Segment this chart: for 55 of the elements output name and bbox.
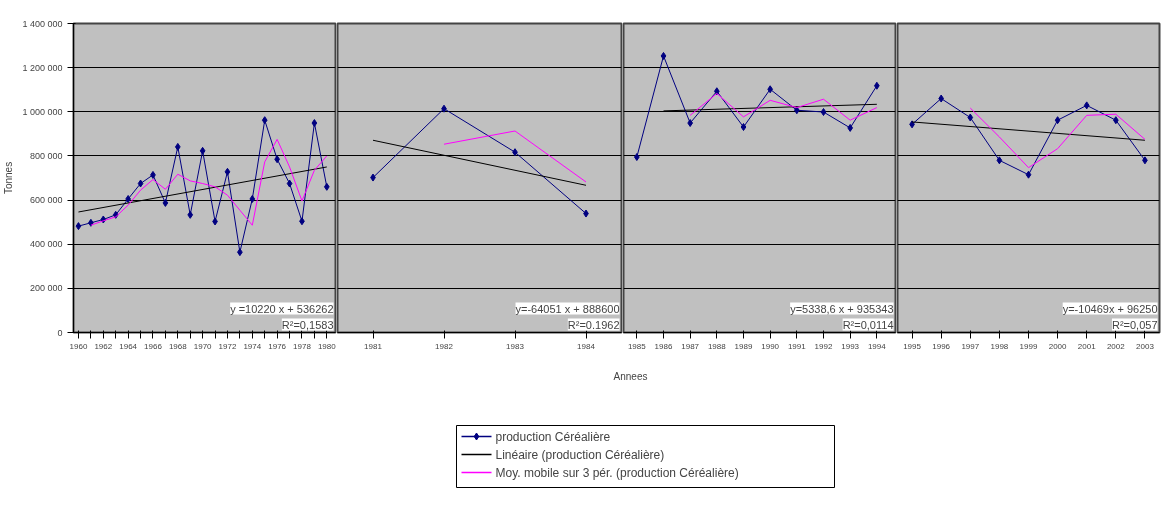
x-tick-label: 1960 <box>69 341 88 351</box>
x-tick-label: 1982 <box>435 341 454 351</box>
y-tick-label: 1 200 000 <box>22 62 63 73</box>
x-tick-label: 1984 <box>577 341 596 351</box>
x-tick-label: 2000 <box>1048 341 1068 351</box>
y-tick-label: 0 <box>57 327 63 338</box>
x-tick-label: 1972 <box>218 341 237 351</box>
y-tick-label: 200 000 <box>29 283 63 294</box>
x-tick-label: 1998 <box>990 341 1009 351</box>
x-tick-label: 1964 <box>119 341 138 351</box>
x-tick-label: 1999 <box>1019 341 1038 351</box>
x-tick-label: 1991 <box>787 341 807 351</box>
x-tick-label: 1985 <box>627 341 647 351</box>
annotation: R²=0.1962 <box>567 318 620 331</box>
annotation: R²=0,057 <box>1111 318 1158 331</box>
x-tick-label: 2003 <box>1136 341 1155 351</box>
annotation: y=5338,6 x + 935343 <box>790 302 894 315</box>
x-tick-label: 1997 <box>961 341 980 351</box>
x-tick-label: 1995 <box>903 341 922 351</box>
legend-label: production Céréalière <box>495 429 611 444</box>
y-tick-label: 1 400 000 <box>22 18 63 29</box>
x-tick-label: 1990 <box>761 341 780 351</box>
annotation: y=-10469x + 96250 <box>1062 302 1158 315</box>
x-tick-label: 1966 <box>144 341 163 351</box>
y-tick-label: 600 000 <box>29 195 63 206</box>
x-tick-label: 1996 <box>932 341 951 351</box>
annotation: y=-64051 x + 888600 <box>515 302 620 315</box>
x-tick-label: 1989 <box>734 341 753 351</box>
x-tick-label: 1988 <box>707 341 727 351</box>
annotation: R²=0,1583 <box>281 318 334 331</box>
x-tick-label: 1976 <box>268 341 287 351</box>
x-tick-label: 1962 <box>94 341 113 351</box>
y-tick-label: 1 000 000 <box>22 106 63 117</box>
x-tick-label: 1983 <box>506 341 525 351</box>
x-tick-label: 1974 <box>243 341 262 351</box>
x-tick-label: 2002 <box>1106 341 1126 351</box>
y-axis-title: Tonnes <box>3 161 15 195</box>
x-tick-label: 1986 <box>654 341 673 351</box>
y-tick-label: 800 000 <box>29 150 63 161</box>
text: Annees <box>613 370 648 382</box>
x-tick-label: 1992 <box>814 341 833 351</box>
x-tick-label: 1981 <box>364 341 383 351</box>
x-tick-label: 1978 <box>293 341 312 351</box>
x-tick-label: 1980 <box>317 341 337 351</box>
x-tick-label: 1987 <box>681 341 700 351</box>
annotation: y =10220 x + 536262 <box>230 302 334 315</box>
x-tick-label: 2001 <box>1077 341 1097 351</box>
legend-label: Moy. mobile sur 3 pér. (production Céréalière) <box>495 465 739 480</box>
y-tick-label: 400 000 <box>29 239 63 250</box>
x-tick-label: 1968 <box>168 341 188 351</box>
x-tick-label: 1993 <box>841 341 860 351</box>
x-tick-label: 1994 <box>867 341 887 351</box>
x-tick-label: 1970 <box>193 341 213 351</box>
legend-label: Linéaire (production Céréalière) <box>495 447 665 462</box>
annotation: R²=0,0114 <box>842 318 894 331</box>
